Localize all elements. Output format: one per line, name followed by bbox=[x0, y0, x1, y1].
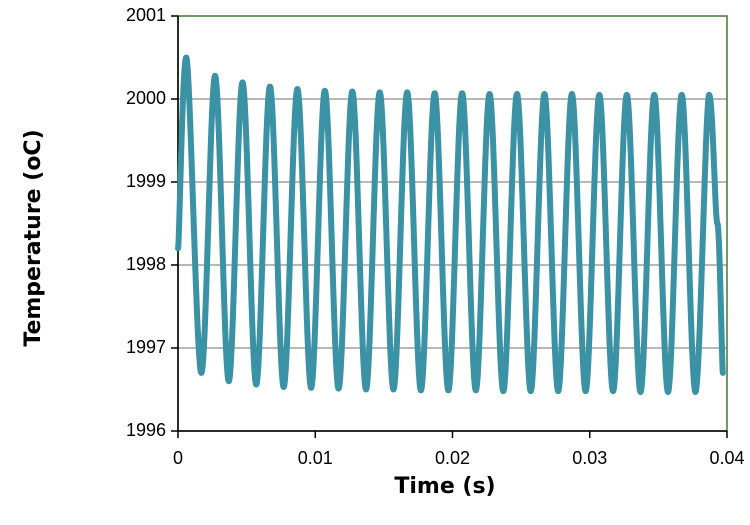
y-tick-label: 1999 bbox=[126, 171, 166, 191]
y-tick-label: 1998 bbox=[126, 254, 166, 274]
x-tick-label: 0 bbox=[173, 448, 183, 468]
x-axis-title: Time (s) bbox=[394, 474, 495, 499]
x-tick-label: 0.04 bbox=[709, 448, 744, 468]
y-tick-label: 2001 bbox=[126, 5, 166, 25]
y-axis-title: Temperature (oC) bbox=[21, 129, 46, 346]
x-tick-label: 0.03 bbox=[572, 448, 607, 468]
x-axis-tick-labels: 0 0.01 0.02 0.03 0.04 bbox=[173, 448, 745, 468]
series-line-temperature bbox=[175, 54, 726, 395]
x-tick-label: 0.02 bbox=[435, 448, 470, 468]
y-tick-label: 1996 bbox=[126, 420, 166, 440]
x-tick-label: 0.01 bbox=[298, 448, 333, 468]
y-tick-label: 1997 bbox=[126, 337, 166, 357]
y-axis-tick-labels: 1996 1997 1998 1999 2000 2001 bbox=[126, 5, 166, 440]
y-tick-label: 2000 bbox=[126, 88, 166, 108]
